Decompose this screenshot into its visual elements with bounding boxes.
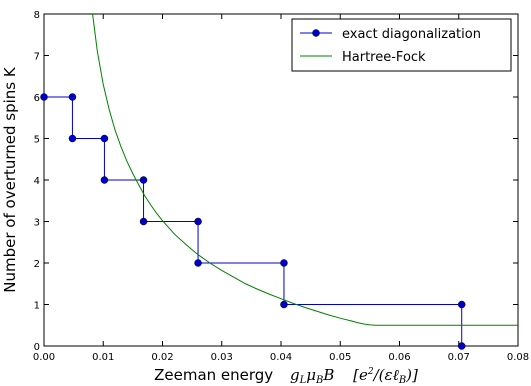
y-axis-ticks: 0 1 2 3 4 5 6 7 8 (34, 10, 518, 353)
x-tick-label: 0.01 (92, 352, 114, 363)
series-layer (40, 14, 518, 350)
y-axis-label: Number of overturned spins K (1, 66, 19, 293)
x-axis-ticks: 0.00 0.01 0.02 0.03 0.04 0.05 0.06 0.07 0.08 (33, 14, 529, 363)
y-tick-label: 3 (34, 218, 40, 229)
x-axis-label-unit-mid: /(εℓ (372, 366, 399, 384)
x-axis-label-unit-sq: 2 (367, 367, 374, 377)
data-point-exact-diagonalization (280, 259, 288, 267)
data-point-exact-diagonalization (68, 93, 77, 101)
x-axis-label-unit-open: [e (353, 366, 368, 384)
legend-marker-exact-diagonalization (312, 29, 320, 37)
y-tick-label: 2 (34, 259, 40, 270)
x-tick-label: 0.04 (270, 352, 292, 363)
y-tick-label: 6 (34, 93, 40, 104)
x-axis-label-g: g (290, 366, 300, 384)
x-axis-label-sub-B: B (315, 375, 323, 386)
x-tick-label: 0.02 (151, 352, 173, 363)
data-point-exact-diagonalization (280, 300, 288, 309)
x-tick-label: 0.05 (329, 352, 351, 363)
data-point-exact-diagonalization (139, 176, 148, 184)
x-axis-label-mu: μ (306, 366, 316, 384)
legend-label-exact-diagonalization: exact diagonalization (342, 27, 481, 42)
data-point-exact-diagonalization (68, 134, 77, 143)
legend: exact diagonalization Hartree-Fock (291, 18, 512, 72)
data-point-exact-diagonalization (457, 300, 466, 309)
x-tick-label: 0.08 (507, 352, 529, 363)
data-point-exact-diagonalization (139, 217, 148, 226)
data-point-exact-diagonalization (457, 342, 466, 350)
y-tick-label: 4 (34, 176, 40, 187)
y-tick-label: 7 (34, 52, 40, 63)
legend-box (291, 18, 512, 72)
x-tick-label: 0.07 (448, 352, 470, 363)
legend-label-hartree-fock: Hartree-Fock (342, 50, 426, 65)
y-tick-label: 5 (34, 135, 40, 146)
series-line-hartree-fock (92, 14, 518, 326)
x-tick-label: 0.00 (33, 352, 55, 363)
x-axis-label: Zeeman energy gLμBB [e2/(εℓB)] (154, 366, 418, 386)
x-axis-label-unit-close: )] (405, 366, 418, 384)
y-tick-label: 8 (34, 10, 40, 21)
x-axis-label-B: B (322, 366, 334, 384)
y-tick-label: 1 (34, 301, 40, 312)
x-axis-label-text: Zeeman energy (154, 366, 273, 384)
data-point-exact-diagonalization (100, 176, 109, 184)
data-point-exact-diagonalization (40, 93, 48, 101)
data-point-exact-diagonalization (100, 134, 109, 143)
data-point-exact-diagonalization (194, 217, 202, 226)
data-point-exact-diagonalization (194, 259, 202, 267)
x-axis-label-sub-L: L (299, 375, 307, 386)
y-tick-label: 0 (34, 342, 40, 353)
x-tick-label: 0.03 (211, 352, 233, 363)
x-tick-label: 0.06 (388, 352, 410, 363)
x-axis-label-unit-sub-B: B (398, 375, 406, 386)
